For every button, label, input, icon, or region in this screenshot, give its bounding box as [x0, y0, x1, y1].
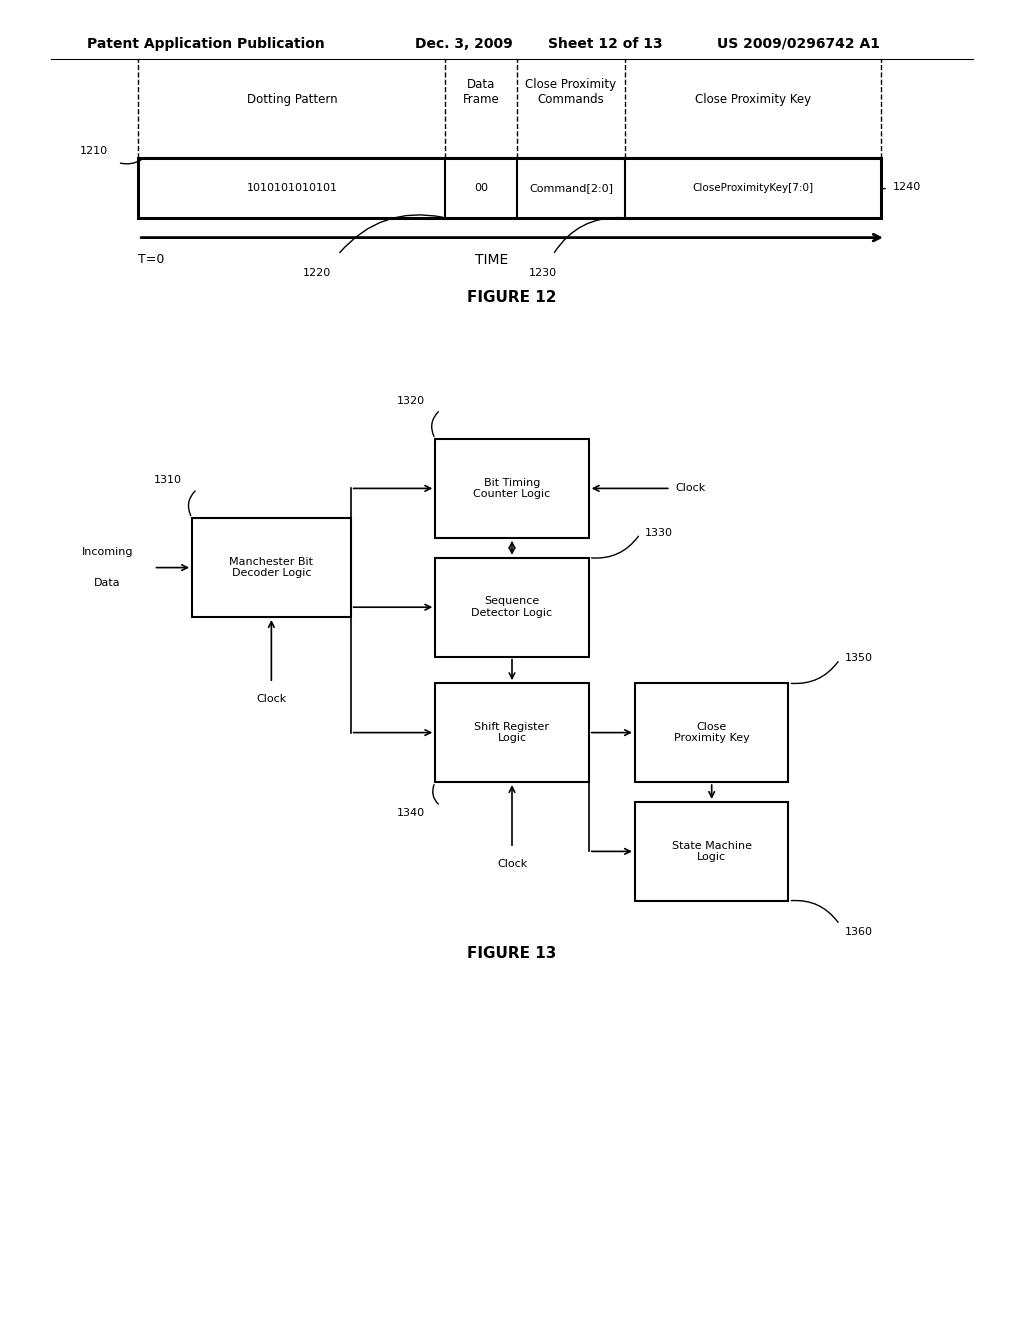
Text: Sheet 12 of 13: Sheet 12 of 13 [548, 37, 663, 50]
Bar [435, 557, 589, 656]
Bar [635, 801, 788, 900]
Text: Incoming: Incoming [82, 546, 133, 557]
Text: TIME: TIME [475, 253, 508, 268]
Text: T=0: T=0 [138, 253, 165, 267]
Text: CloseProximityKey[7:0]: CloseProximityKey[7:0] [692, 183, 813, 193]
Text: 1320: 1320 [397, 396, 425, 407]
Text: 1350: 1350 [845, 653, 872, 663]
Text: 1210: 1210 [80, 145, 108, 156]
Text: 00: 00 [474, 183, 488, 193]
Text: State Machine
Logic: State Machine Logic [672, 841, 752, 862]
Text: Close Proximity Key: Close Proximity Key [694, 92, 811, 106]
Text: 1310: 1310 [154, 475, 182, 486]
Text: Data
Frame: Data Frame [463, 78, 500, 106]
Text: Clock: Clock [256, 694, 287, 704]
Text: Shift Register
Logic: Shift Register Logic [474, 722, 550, 743]
Text: Sequence
Detector Logic: Sequence Detector Logic [471, 597, 553, 618]
Text: 1240: 1240 [893, 182, 922, 193]
Text: FIGURE 12: FIGURE 12 [467, 289, 557, 305]
Text: Patent Application Publication: Patent Application Publication [87, 37, 325, 50]
Text: 1360: 1360 [845, 927, 872, 937]
Text: Manchester Bit
Decoder Logic: Manchester Bit Decoder Logic [229, 557, 313, 578]
Text: Dec. 3, 2009: Dec. 3, 2009 [415, 37, 512, 50]
Text: FIGURE 13: FIGURE 13 [467, 945, 557, 961]
Text: Data: Data [94, 578, 121, 589]
Text: 1330: 1330 [645, 528, 673, 539]
Text: US 2009/0296742 A1: US 2009/0296742 A1 [717, 37, 880, 50]
Bar [193, 519, 350, 618]
Text: Bit Timing
Counter Logic: Bit Timing Counter Logic [473, 478, 551, 499]
Bar [635, 682, 788, 781]
Bar [435, 682, 589, 781]
Text: Clock: Clock [497, 858, 527, 869]
Text: 1220: 1220 [303, 268, 332, 279]
Text: 1010101010101: 1010101010101 [247, 183, 337, 193]
Text: Command[2:0]: Command[2:0] [528, 183, 613, 193]
Text: Clock: Clock [676, 483, 707, 494]
Text: 1230: 1230 [528, 268, 557, 279]
Bar [138, 158, 881, 218]
Text: Dotting Pattern: Dotting Pattern [247, 92, 337, 106]
Text: Close Proximity
Commands: Close Proximity Commands [525, 78, 616, 106]
Text: Close
Proximity Key: Close Proximity Key [674, 722, 750, 743]
Bar [435, 438, 589, 539]
Text: 1340: 1340 [397, 808, 425, 818]
